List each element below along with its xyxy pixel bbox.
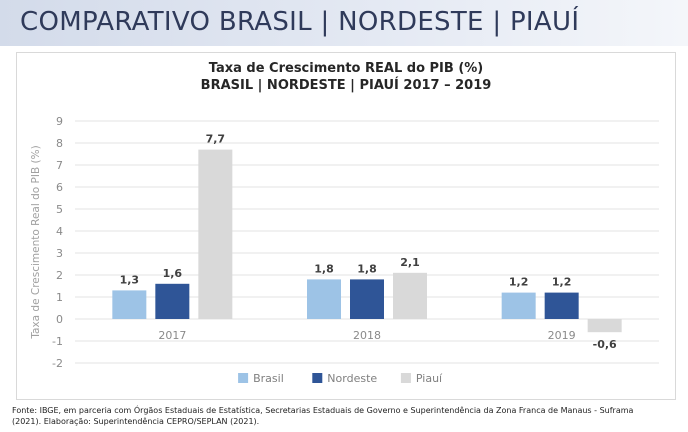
data-label: 1,6 — [163, 267, 183, 280]
y-tick-label: 1 — [56, 291, 63, 304]
y-tick-label: 3 — [56, 247, 63, 260]
y-tick-label: 8 — [56, 137, 63, 150]
legend-label-brasil: Brasil — [253, 372, 284, 385]
source-line-1: Fonte: IBGE, em parceria com Órgãos Esta… — [12, 406, 634, 415]
bar-nordeste-2019 — [544, 292, 579, 319]
data-label: 7,7 — [206, 133, 226, 146]
y-tick-label: 2 — [56, 269, 63, 282]
y-axis-label: Taxa de Crescimento Real do PIB (%) — [30, 145, 42, 339]
bar-brasil-2018 — [307, 279, 341, 319]
bar-piauí-2017 — [198, 149, 233, 319]
y-tick-label: -1 — [52, 335, 63, 348]
y-tick-label: 7 — [56, 159, 63, 172]
bar-piauí-2019 — [587, 319, 622, 333]
y-tick-label: -2 — [52, 357, 63, 370]
data-label: 1,2 — [552, 276, 572, 289]
y-tick-label: 0 — [56, 313, 63, 326]
bar-brasil-2017 — [112, 290, 147, 319]
data-label: -0,6 — [593, 338, 617, 351]
source-line-2: (2021). Elaboração: Superintendência CEP… — [12, 417, 260, 426]
bar-brasil-2019 — [501, 292, 536, 319]
bar-nordeste-2017 — [155, 283, 190, 319]
data-label: 1,2 — [509, 276, 529, 289]
chart-subtitle: BRASIL | NORDESTE | PIAUÍ 2017 – 2019 — [200, 78, 492, 93]
legend-label-nordeste: Nordeste — [327, 372, 377, 385]
data-label: 1,3 — [120, 273, 140, 286]
legend-swatch-piauí — [400, 373, 411, 383]
x-tick-label: 2017 — [158, 329, 186, 342]
chart-title: Taxa de Crescimento REAL do PIB (%) — [208, 61, 484, 76]
data-label: 1,8 — [314, 262, 334, 275]
source-note: Fonte: IBGE, em parceria com Órgãos Esta… — [12, 405, 682, 427]
y-tick-label: 6 — [56, 181, 63, 194]
bar-nordeste-2018 — [350, 279, 384, 319]
y-tick-label: 9 — [56, 115, 63, 128]
bar-chart: 9 8 7 6 5 4 3 2 1 0 -1 -2 Taxa de Crescimento Real d… — [30, 115, 659, 385]
bar-piauí-2018 — [393, 272, 427, 319]
data-label: 1,8 — [357, 262, 377, 275]
legend-label-piauí: Piauí — [416, 372, 443, 385]
x-tick-label: 2019 — [548, 329, 576, 342]
y-tick-label: 5 — [56, 203, 63, 216]
x-tick-label: 2018 — [353, 329, 381, 342]
y-tick-label: 4 — [56, 225, 63, 238]
page-title: COMPARATIVO BRASIL | NORDESTE | PIAUÍ — [20, 7, 580, 37]
legend-swatch-brasil — [238, 373, 249, 383]
chart-area: Taxa de Crescimento REAL do PIB (%) BRAS… — [16, 52, 676, 400]
legend-swatch-nordeste — [312, 373, 323, 383]
page-header: COMPARATIVO BRASIL | NORDESTE | PIAUÍ — [0, 0, 688, 46]
data-label: 2,1 — [400, 256, 420, 269]
